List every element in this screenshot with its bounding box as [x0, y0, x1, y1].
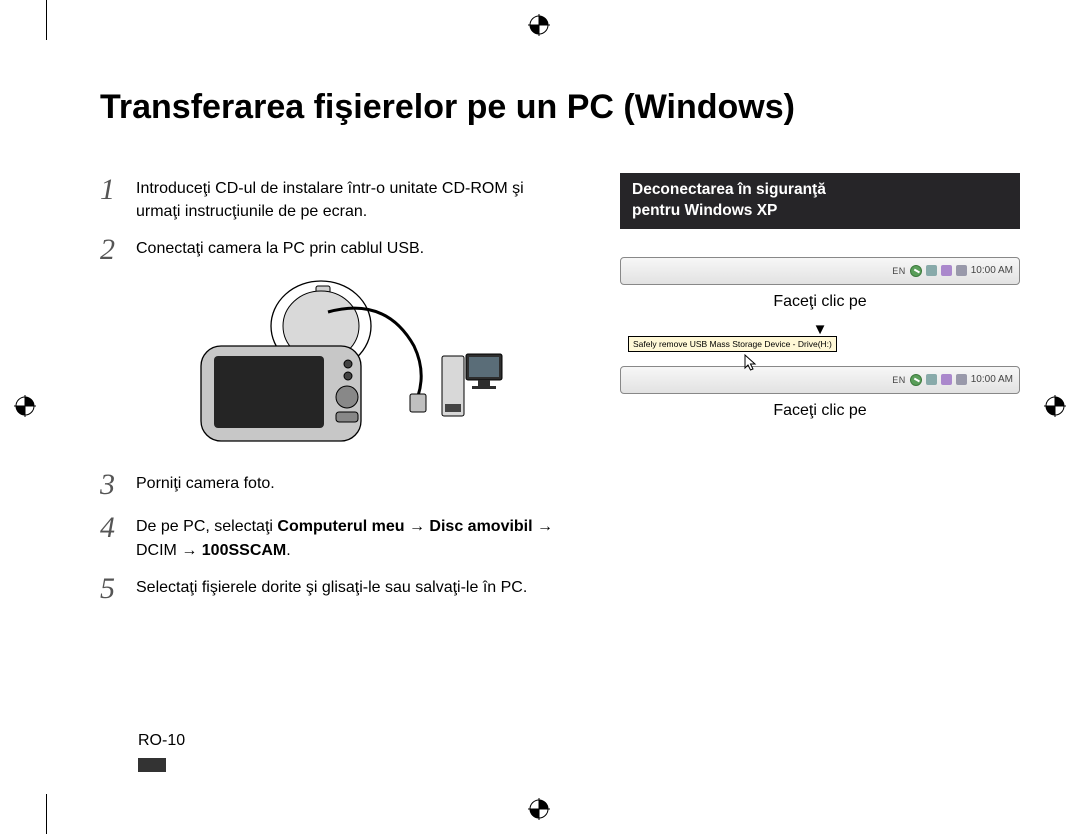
tray-icon	[941, 374, 952, 385]
cursor-icon	[744, 354, 758, 377]
bold-text: Disc amovibil	[429, 518, 532, 535]
step-number: 3	[100, 468, 122, 501]
taskbar-screenshot-2: Safely remove USB Mass Storage Device - …	[620, 366, 1020, 394]
registration-mark-icon	[528, 798, 550, 820]
page-tab-marker	[138, 758, 166, 772]
sidebox-column: Deconectarea în siguranţă pentru Windows…	[620, 173, 1020, 615]
bold-text: Computerul meu	[277, 518, 404, 535]
clock: 10:00 AM	[971, 265, 1013, 276]
language-indicator: EN	[892, 266, 906, 276]
crop-mark	[46, 794, 47, 834]
tray-icon	[926, 374, 937, 385]
crop-mark	[46, 0, 47, 40]
taskbar-screenshot-1: EN 10:00 AM	[620, 257, 1020, 285]
safely-remove-icon[interactable]	[910, 374, 922, 386]
manual-page: Transferarea fişierelor pe un PC (Window…	[0, 0, 1080, 834]
step-number: 1	[100, 173, 122, 223]
steps-column: 1 Introduceţi CD-ul de instalare într-o …	[100, 173, 572, 615]
clock: 10:00 AM	[971, 374, 1013, 385]
step-2: 2 Conectaţi camera la PC prin cablul USB…	[100, 233, 572, 266]
step-text: Porniţi camera foto.	[136, 468, 275, 501]
language-indicator: EN	[892, 375, 906, 385]
step-number: 4	[100, 511, 122, 561]
registration-mark-icon	[528, 14, 550, 36]
arrow: →	[177, 542, 202, 559]
taskbar: EN 10:00 AM	[620, 366, 1020, 394]
tray-icon	[926, 265, 937, 276]
sidebox-header-line: Deconectarea în siguranţă	[632, 180, 1008, 201]
step-text: Introduceţi CD-ul de instalare într-o un…	[136, 173, 572, 223]
tray-icon	[956, 374, 967, 385]
step-text: Conectaţi camera la PC prin cablul USB.	[136, 233, 424, 266]
text: DCIM	[136, 542, 177, 559]
step-number: 5	[100, 572, 122, 605]
arrow: →	[533, 518, 553, 535]
step-5: 5 Selectaţi fişierele dorite şi glisaţi-…	[100, 572, 572, 605]
step-1: 1 Introduceţi CD-ul de instalare într-o …	[100, 173, 572, 223]
step-number: 2	[100, 233, 122, 266]
step-text: De pe PC, selectaţi Computerul meu → Dis…	[136, 511, 572, 561]
step-3: 3 Porniţi camera foto.	[100, 468, 572, 501]
safely-remove-icon[interactable]	[910, 265, 922, 277]
bold-text: 100SSCAM	[202, 542, 286, 559]
step-text: Selectaţi fişierele dorite şi glisaţi-le…	[136, 572, 527, 605]
arrow: →	[405, 518, 430, 535]
page-number: RO-10	[138, 732, 185, 750]
camera-pc-icon	[166, 276, 506, 446]
content-columns: 1 Introduceţi CD-ul de instalare într-o …	[100, 173, 1020, 615]
tray-icon	[941, 265, 952, 276]
click-instruction: Faceţi clic pe	[620, 293, 1020, 311]
step-4: 4 De pe PC, selectaţi Computerul meu → D…	[100, 511, 572, 561]
text: De pe PC, selectaţi	[136, 518, 277, 535]
text: .	[286, 542, 290, 559]
taskbar: EN 10:00 AM	[620, 257, 1020, 285]
registration-mark-icon	[14, 395, 36, 417]
safely-remove-tooltip[interactable]: Safely remove USB Mass Storage Device - …	[628, 336, 837, 352]
tray-icon	[956, 265, 967, 276]
camera-usb-illustration	[100, 276, 572, 446]
page-title: Transferarea fişierelor pe un PC (Window…	[100, 88, 1020, 127]
sidebox-header: Deconectarea în siguranţă pentru Windows…	[620, 173, 1020, 229]
click-instruction: Faceţi clic pe	[620, 402, 1020, 420]
sidebox-header-line: pentru Windows XP	[632, 201, 1008, 222]
registration-mark-icon	[1044, 395, 1066, 417]
